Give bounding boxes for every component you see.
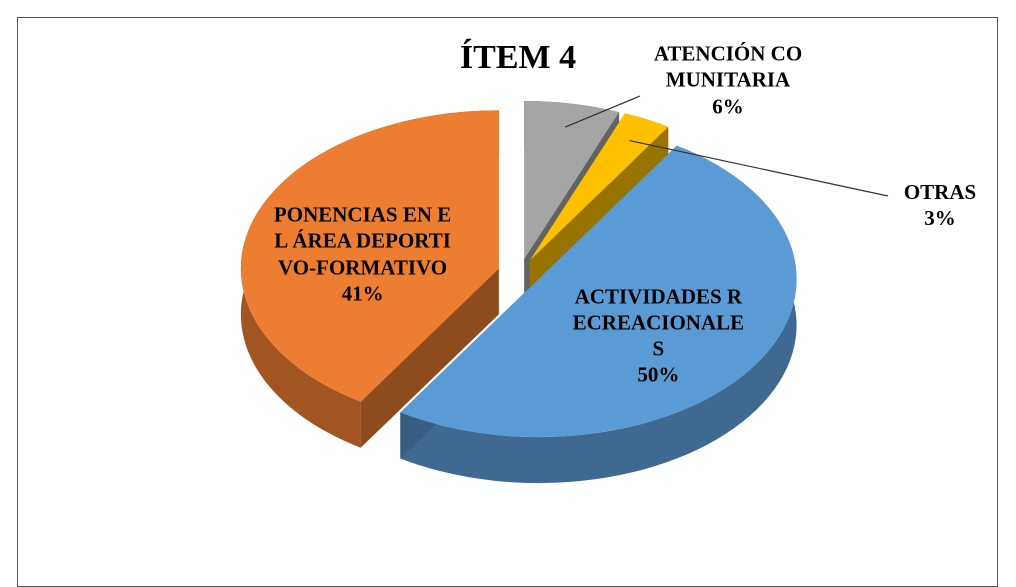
- data-label: OTRAS 3%: [865, 179, 1015, 232]
- leader-lines: [564, 95, 889, 197]
- data-label: PONENCIAS EN EL ÁREA DEPORTIVO-FORMATIVO…: [273, 202, 453, 307]
- data-label: ACTIVIDADES RECREACIONALES 50%: [568, 283, 748, 388]
- category-label: PONENCIAS EN EL ÁREA DEPORTIVO-FORMATIVO: [273, 202, 452, 280]
- category-label: ATENCIÓN COMUNITARIA: [653, 41, 803, 92]
- value-label: 6%: [712, 94, 744, 119]
- value-label: 50%: [637, 362, 680, 387]
- pie-area: [240, 95, 889, 484]
- data-label: ATENCIÓN COMUNITARIA 6%: [653, 41, 803, 120]
- slice: [529, 113, 669, 261]
- slice-side-wall: [360, 268, 499, 448]
- value-label: 3%: [924, 206, 956, 230]
- slice-tops: [240, 101, 797, 438]
- slice: [240, 110, 499, 402]
- chart: ÍTEM 4 ATENCIÓN COMUNITARIA 6% OTRAS 3% ACTI…: [17, 17, 1015, 587]
- slice: [524, 101, 620, 260]
- chart-title: ÍTEM 4: [459, 39, 577, 76]
- slice-outer-wall: [400, 145, 797, 484]
- category-label: OTRAS: [903, 179, 977, 204]
- leader-line: [564, 95, 641, 128]
- value-label: 41%: [341, 281, 384, 306]
- leader-line: [629, 139, 889, 197]
- category-label: ACTIVIDADES RECREACIONALES: [572, 284, 745, 361]
- slice: [400, 145, 797, 438]
